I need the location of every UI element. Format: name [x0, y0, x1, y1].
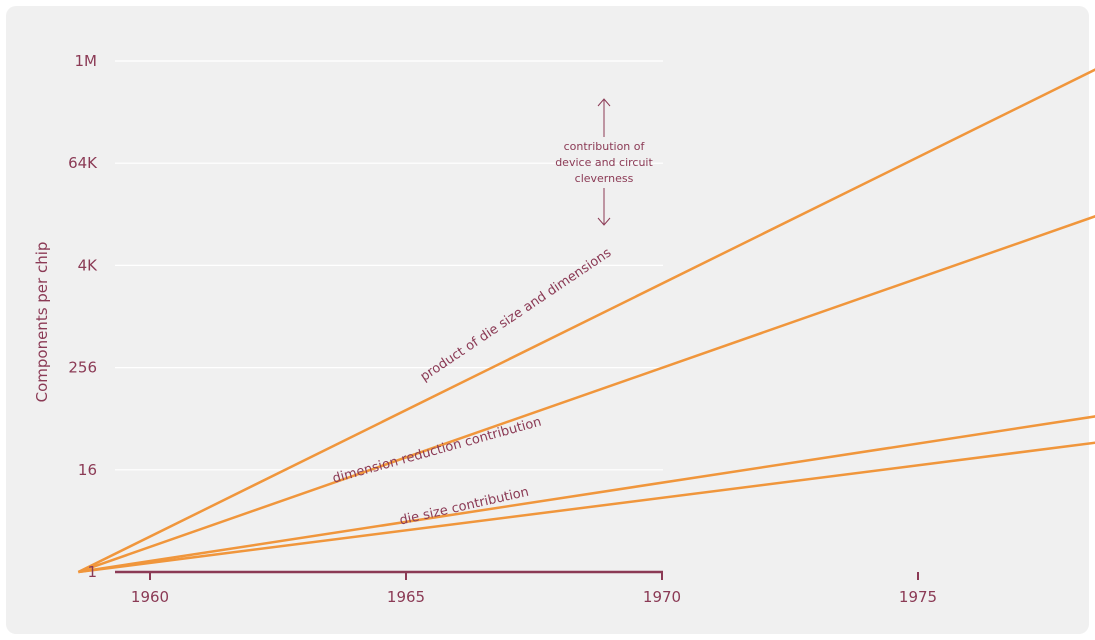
x-tick-label: 1960 [131, 588, 169, 606]
x-tick-label: 1965 [387, 588, 425, 606]
line-label-dimension-reduction: dimension reduction contribution [331, 415, 543, 487]
y-tick-label: 4K [78, 256, 99, 274]
series-line-1 [77, 215, 1095, 574]
chart-panel [6, 6, 1089, 634]
cleverness-label-line3: cleverness [575, 172, 634, 185]
line-label-product: product of die size and dimensions [418, 245, 615, 384]
up-arrow-head-icon [597, 98, 611, 107]
cleverness-label-line1: contribution of [564, 140, 646, 153]
series-line-2 [78, 415, 1095, 574]
y-axis-title: Components per chip [33, 242, 51, 403]
down-arrow-head-icon [597, 217, 611, 226]
x-tick-labels: 19601965197019751980 [131, 572, 937, 606]
y-tick-label: 64K [68, 154, 98, 172]
cleverness-label-line2: device and circuit [555, 156, 653, 169]
y-tick-label: 256 [68, 359, 97, 377]
y-tick-label: 1 [87, 563, 97, 581]
grid-lines [115, 60, 663, 471]
series-lines [77, 68, 1095, 574]
x-tick-label: 1975 [899, 588, 937, 606]
y-tick-label: 16 [78, 461, 97, 479]
y-tick-labels: 1 16 256 4K 64K 1M [68, 52, 98, 581]
y-tick-label: 1M [75, 52, 98, 70]
series-line-0 [77, 68, 1095, 574]
cleverness-annotation: contribution of device and circuit cleve… [555, 98, 653, 226]
x-tick-label: 1970 [643, 588, 681, 606]
series-line-3 [78, 441, 1095, 574]
